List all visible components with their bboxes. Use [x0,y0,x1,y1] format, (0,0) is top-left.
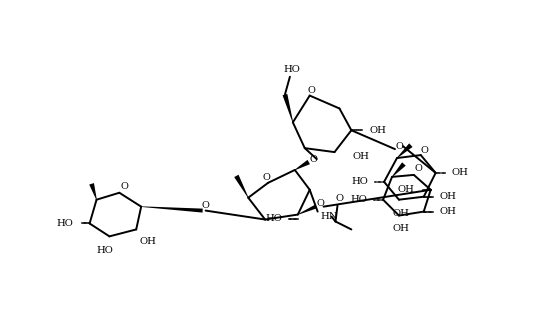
Text: OH: OH [392,224,409,233]
Text: OH: OH [352,151,369,161]
Text: O: O [335,194,343,203]
Text: O: O [415,164,423,173]
Text: OH: OH [369,126,386,135]
Text: O: O [317,199,325,208]
Text: O: O [120,182,128,191]
Text: OH: OH [452,168,468,178]
Text: OH: OH [398,185,415,194]
Polygon shape [141,206,203,213]
Polygon shape [295,160,310,170]
Text: O: O [395,142,403,151]
Text: HO: HO [351,177,368,186]
Text: HO: HO [350,195,367,204]
Text: HO: HO [57,219,74,228]
Text: HO: HO [284,65,300,74]
Text: O: O [202,201,209,210]
Text: O: O [310,155,317,164]
Text: OH: OH [140,237,157,246]
Text: O: O [308,86,316,95]
Text: HN: HN [321,212,338,221]
Polygon shape [89,183,97,200]
Polygon shape [234,175,249,198]
Polygon shape [392,162,406,177]
Polygon shape [283,94,293,122]
Text: O: O [262,173,270,182]
Text: OH: OH [440,207,456,216]
Polygon shape [297,205,316,215]
Text: OH: OH [392,209,409,218]
Text: OH: OH [440,192,456,201]
Text: HO: HO [265,214,282,223]
Polygon shape [397,143,413,158]
Text: HO: HO [96,246,113,255]
Text: O: O [421,146,429,155]
